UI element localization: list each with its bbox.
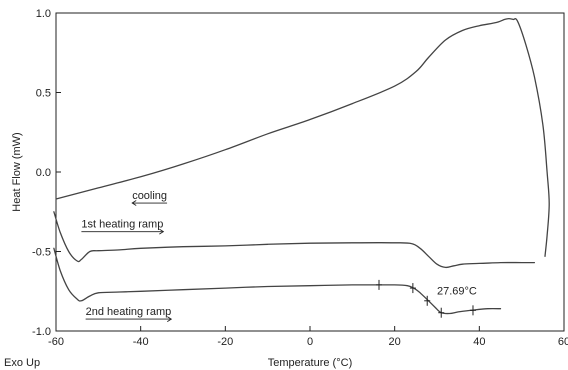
x-tick-label: -40: [133, 336, 149, 348]
arrow-head: [131, 200, 137, 206]
arrow-head: [167, 316, 173, 322]
x-tick-label: -20: [217, 336, 233, 348]
annotations: cooling 1st heating ramp 2nd heating ramp 2…: [81, 190, 477, 322]
x-tick-label: 0: [307, 336, 313, 348]
annotation-label: 2nd heating ramp: [86, 306, 172, 318]
y-tick-label: 1.0: [36, 8, 51, 20]
arrow-head: [159, 228, 165, 235]
plot-frame: [55, 12, 565, 332]
y-axis: 1.0 0.5 0.0 -0.5 -1.0: [32, 8, 61, 338]
annotation-label: cooling: [132, 190, 167, 202]
y-tick-label: 0.5: [36, 88, 51, 100]
y-axis-label: Heat Flow (mW): [11, 132, 23, 211]
series-1st-heating-ramp-line: [53, 211, 536, 269]
y-tick-label: 0.0: [36, 167, 51, 179]
x-axis: -60 -40 -20 0 20 40 60: [48, 326, 568, 348]
annotation-label: 1st heating ramp: [81, 219, 163, 231]
series-layer: [53, 17, 550, 315]
series-cooling-line: [55, 17, 550, 257]
x-tick-label: 60: [558, 336, 568, 348]
annotation-label: 27.69°C: [437, 285, 477, 297]
exo-up-label: Exo Up: [4, 357, 40, 369]
series-2nd-heating-ramp-line: [53, 247, 502, 315]
x-tick-label: 20: [389, 336, 401, 348]
x-tick-label: -60: [48, 336, 64, 348]
transition-markers: [376, 279, 476, 318]
y-tick-label: -1.0: [32, 326, 51, 338]
y-tick-label: -0.5: [32, 247, 51, 259]
x-tick-label: 40: [473, 336, 485, 348]
x-axis-label: Temperature (°C): [268, 357, 352, 369]
